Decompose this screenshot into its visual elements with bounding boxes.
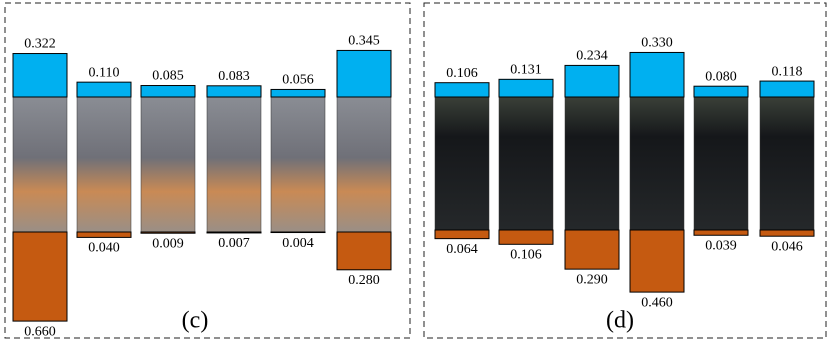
image-placeholder: [564, 96, 620, 231]
bar: [498, 78, 554, 98]
value-label: 0.009: [152, 236, 184, 251]
value-label: 0.085: [152, 69, 184, 84]
value-label: 0.106: [446, 66, 478, 81]
panel-label: (c): [182, 308, 209, 334]
bar: [564, 229, 620, 270]
value-label: 0.460: [641, 295, 673, 310]
bar: [629, 229, 685, 293]
bar: [12, 231, 68, 322]
value-label: 0.046: [771, 239, 803, 254]
value-label: 0.131: [510, 63, 542, 78]
value-label: 0.039: [705, 238, 737, 253]
image-placeholder: [629, 96, 685, 231]
value-label: 0.660: [24, 324, 56, 339]
bar: [434, 82, 490, 98]
bar: [140, 231, 196, 234]
bar: [693, 229, 749, 236]
panel-label: (d): [606, 308, 634, 334]
value-label: 0.007: [218, 236, 250, 251]
bar: [206, 85, 262, 98]
bar: [76, 231, 132, 238]
image-placeholder: [76, 96, 132, 233]
value-label: 0.080: [705, 69, 737, 84]
bar: [498, 229, 554, 245]
bar: [140, 85, 196, 98]
value-label: 0.330: [641, 36, 673, 51]
image-placeholder: [206, 96, 262, 233]
bar: [336, 231, 392, 271]
bar: [693, 85, 749, 98]
image-placeholder: [270, 96, 326, 233]
value-label: 0.118: [772, 64, 803, 79]
bar: [270, 231, 326, 234]
image-placeholder: [693, 96, 749, 231]
value-label: 0.064: [446, 242, 478, 257]
bar: [270, 88, 326, 98]
value-label: 0.322: [24, 37, 56, 52]
bar: [759, 229, 815, 237]
value-label: 0.106: [510, 248, 542, 263]
value-label: 0.083: [218, 69, 250, 84]
bar: [434, 229, 490, 240]
bar: [759, 80, 815, 98]
bar: [206, 231, 262, 234]
bar: [12, 53, 68, 98]
panel-frame: [4, 2, 411, 339]
image-placeholder: [498, 96, 554, 231]
value-label: 0.290: [576, 272, 608, 287]
image-placeholder: [759, 96, 815, 231]
bar: [76, 81, 132, 98]
bar: [629, 51, 685, 98]
bar: [564, 64, 620, 98]
value-label: 0.004: [282, 236, 314, 251]
image-placeholder: [336, 96, 392, 233]
value-label: 0.234: [576, 49, 608, 64]
value-label: 0.280: [348, 273, 380, 288]
bar: [336, 49, 392, 98]
value-label: 0.345: [348, 34, 380, 49]
value-label: 0.056: [282, 73, 314, 88]
image-placeholder: [140, 96, 196, 233]
image-placeholder: [434, 96, 490, 231]
value-label: 0.040: [88, 241, 120, 256]
panel-frame: [423, 2, 827, 339]
value-label: 0.110: [89, 65, 120, 80]
image-placeholder: [12, 96, 68, 233]
